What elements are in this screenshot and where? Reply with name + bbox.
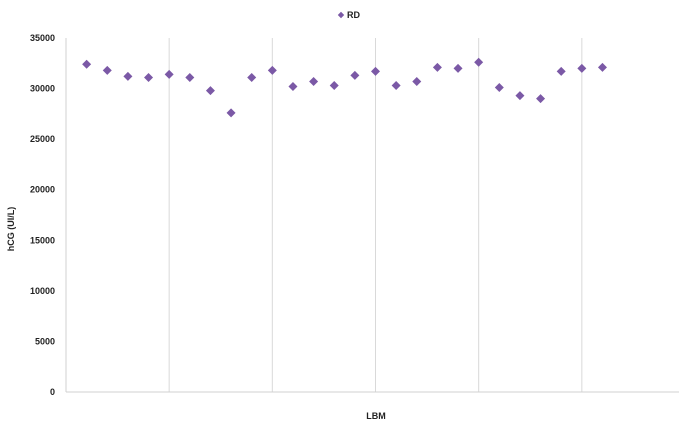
data-point — [556, 66, 566, 76]
data-point — [82, 59, 92, 69]
data-points — [82, 57, 607, 118]
data-point — [267, 65, 277, 75]
data-point — [144, 72, 154, 82]
data-point — [432, 62, 442, 72]
data-point — [309, 76, 319, 86]
y-tick-label: 25000 — [30, 134, 55, 144]
legend-marker-rd — [337, 11, 345, 19]
data-point — [412, 76, 422, 86]
y-tick-label: 5000 — [35, 336, 55, 346]
data-point — [123, 71, 133, 81]
data-point — [226, 108, 236, 118]
y-tick-label: 15000 — [30, 235, 55, 245]
grid-lines — [168, 38, 583, 392]
y-tick-label: 35000 — [30, 33, 55, 43]
data-point — [205, 86, 215, 96]
data-point — [247, 72, 257, 82]
legend: RD — [337, 10, 360, 20]
legend-label-rd: RD — [347, 10, 360, 20]
data-point — [288, 82, 298, 92]
data-point — [350, 70, 360, 80]
y-axis-title: hCG (UI/L) — [6, 207, 16, 252]
x-axis-title: LBM — [366, 411, 386, 420]
data-point — [329, 81, 339, 91]
tick-labels: 0 5000 10000 15000 20000 25000 30000 35000 — [30, 33, 55, 397]
y-tick-label: 0 — [50, 387, 55, 397]
data-point — [164, 69, 174, 79]
data-point — [494, 83, 504, 93]
axes — [65, 38, 679, 393]
data-point — [102, 65, 112, 75]
data-point — [515, 91, 525, 101]
data-point — [453, 63, 463, 73]
data-point — [185, 72, 195, 82]
y-tick-label: 10000 — [30, 286, 55, 296]
data-point — [371, 66, 380, 76]
data-point — [597, 62, 607, 72]
y-tick-label: 30000 — [30, 84, 55, 94]
data-point — [536, 94, 546, 104]
data-point — [577, 63, 587, 73]
y-tick-label: 20000 — [30, 185, 55, 195]
data-point — [474, 57, 484, 67]
data-point — [391, 81, 401, 91]
